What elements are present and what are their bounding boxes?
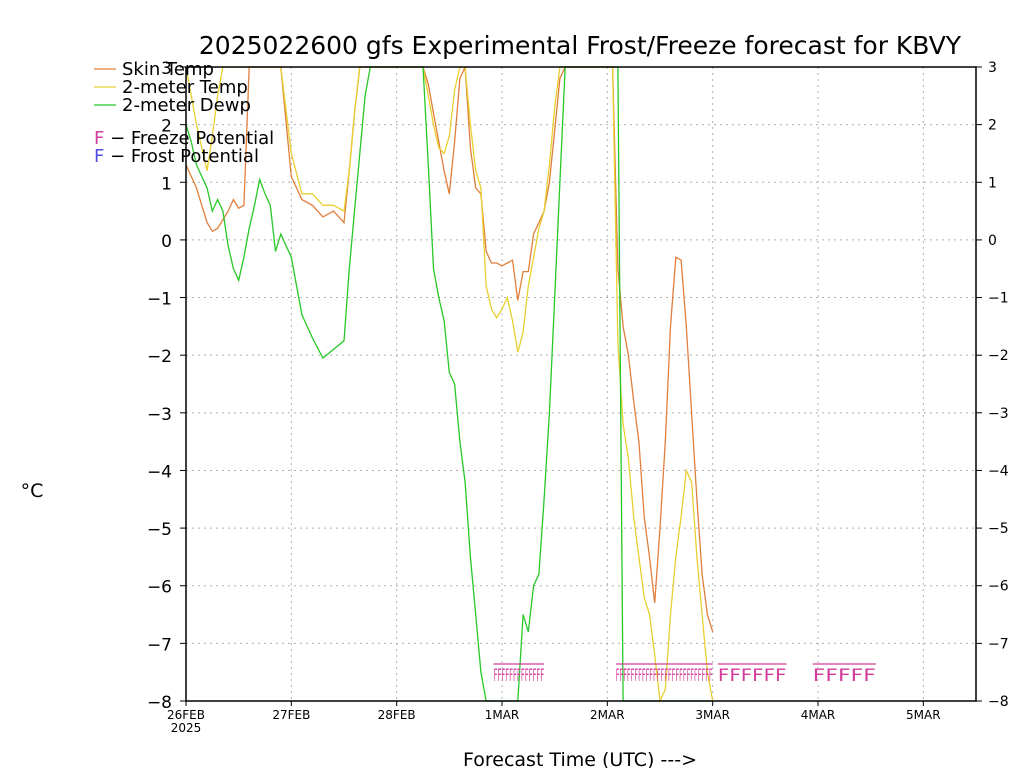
y-tick-label: −8 xyxy=(147,693,172,713)
y-axis-right: 3 2 1 0 −1 −2 −3 −4 −5 −6 −7 −8 xyxy=(976,60,1009,710)
x-tick-label: 4MAR xyxy=(801,708,836,722)
y-tick-label: 2 xyxy=(161,117,172,137)
y-tick-label: −4 xyxy=(147,462,172,482)
x-tick-label: 1MAR xyxy=(485,708,520,722)
freeze-marker: FFFFF xyxy=(813,666,876,686)
freeze-marker: FFFFFFFFFFFFFFFFFFFFFFFFFF xyxy=(616,666,713,686)
y-tick-label-right: −4 xyxy=(988,463,1009,479)
legend-frost: F − Frost Potential xyxy=(94,146,259,167)
x-tick-label: 26FEB xyxy=(167,708,205,722)
y-tick-label: −1 xyxy=(147,290,172,310)
legend-label: 2-meter Dewp xyxy=(122,95,251,116)
y-tick-label-right: 3 xyxy=(988,60,997,76)
y-tick-label-right: −1 xyxy=(988,291,1009,307)
y-tick-label: 3 xyxy=(161,59,172,79)
x-tick-label: 27FEB xyxy=(272,708,310,722)
x-tick-label: 28FEB xyxy=(378,708,416,722)
y-tick-label-right: −8 xyxy=(988,694,1009,710)
freeze-marker: FFFFFF xyxy=(718,666,787,686)
y-tick-label: −3 xyxy=(147,405,172,425)
legend-freeze: F − Freeze Potential xyxy=(94,128,274,149)
freeze-marker: FFFFFFFFFFFFF xyxy=(494,666,545,686)
y-tick-label: −6 xyxy=(147,578,172,598)
series-lines xyxy=(185,66,714,704)
series-line-2-meter-temp xyxy=(185,66,714,704)
y-tick-label-right: −5 xyxy=(988,521,1009,537)
legend-label: Skin Temp xyxy=(122,59,214,80)
y-tick-label-right: −7 xyxy=(988,636,1009,652)
y-tick-label: −7 xyxy=(147,635,172,655)
series-line-skin-temp xyxy=(185,66,714,632)
y-axis-left: 3 2 1 0 −1 −2 −3 −4 −5 −6 −7 −8 xyxy=(147,59,186,713)
x-tick-label: 2MAR xyxy=(590,708,625,722)
legend-label: 2-meter Temp xyxy=(122,77,248,98)
y-tick-label-right: −6 xyxy=(988,579,1009,595)
x-tick-label: 5MAR xyxy=(906,708,941,722)
y-tick-label: 1 xyxy=(161,174,172,194)
y-tick-label: 0 xyxy=(161,232,172,252)
y-tick-label: −5 xyxy=(147,520,172,540)
y-tick-label-right: −3 xyxy=(988,406,1009,422)
freeze-markers: FFFFFFFFFFFFF FFFFFFFFFFFFFFFFFFFFFFFFFF F… xyxy=(493,663,876,686)
x-tick-label: 3MAR xyxy=(695,708,730,722)
y-tick-label-right: 1 xyxy=(988,175,997,191)
chart-title: 2025022600 gfs Experimental Frost/Freeze… xyxy=(199,31,962,60)
plot-frame xyxy=(185,66,977,702)
series-line-2-meter-dewp xyxy=(185,66,713,702)
y-tick-label-right: 0 xyxy=(988,233,997,249)
y-axis-label: °C xyxy=(21,480,44,502)
y-tick-label-right: −2 xyxy=(988,348,1009,364)
x-tick-sublabel: 2025 xyxy=(171,721,202,735)
x-axis-label: Forecast Time (UTC) ---> xyxy=(463,749,697,768)
y-tick-label-right: 2 xyxy=(988,118,997,134)
grid-lines xyxy=(186,67,976,701)
y-tick-label: −2 xyxy=(147,347,172,367)
